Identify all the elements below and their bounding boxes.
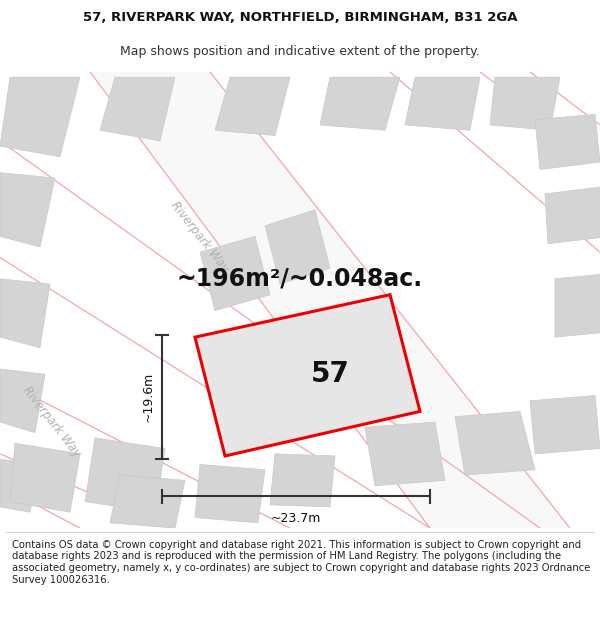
Text: Map shows position and indicative extent of the property.: Map shows position and indicative extent… (120, 45, 480, 58)
Text: 57: 57 (311, 360, 349, 388)
Text: Riverpark Way: Riverpark Way (169, 199, 232, 274)
Polygon shape (265, 210, 330, 284)
Polygon shape (530, 396, 600, 454)
Polygon shape (0, 173, 55, 247)
Polygon shape (200, 236, 270, 311)
Polygon shape (535, 114, 600, 169)
Polygon shape (110, 475, 185, 528)
Polygon shape (195, 295, 420, 456)
Polygon shape (270, 454, 335, 507)
Polygon shape (455, 411, 535, 475)
Polygon shape (490, 77, 560, 130)
Polygon shape (320, 77, 400, 130)
Polygon shape (10, 443, 80, 512)
Polygon shape (0, 279, 50, 348)
Text: ~19.6m: ~19.6m (142, 371, 155, 422)
Text: ~196m²/~0.048ac.: ~196m²/~0.048ac. (177, 267, 423, 291)
Polygon shape (0, 77, 80, 157)
Text: ~23.7m: ~23.7m (271, 512, 321, 525)
Text: 57, RIVERPARK WAY, NORTHFIELD, BIRMINGHAM, B31 2GA: 57, RIVERPARK WAY, NORTHFIELD, BIRMINGHA… (83, 11, 517, 24)
Polygon shape (100, 77, 175, 141)
Polygon shape (365, 422, 445, 486)
Polygon shape (405, 77, 480, 130)
Polygon shape (90, 72, 570, 528)
Text: Riverpark Way: Riverpark Way (20, 384, 83, 460)
Text: Contains OS data © Crown copyright and database right 2021. This information is : Contains OS data © Crown copyright and d… (12, 540, 590, 584)
Polygon shape (0, 459, 40, 512)
Polygon shape (215, 77, 290, 136)
Polygon shape (545, 186, 600, 244)
Polygon shape (85, 438, 165, 512)
Polygon shape (555, 274, 600, 337)
Polygon shape (0, 369, 45, 432)
Polygon shape (195, 464, 265, 523)
